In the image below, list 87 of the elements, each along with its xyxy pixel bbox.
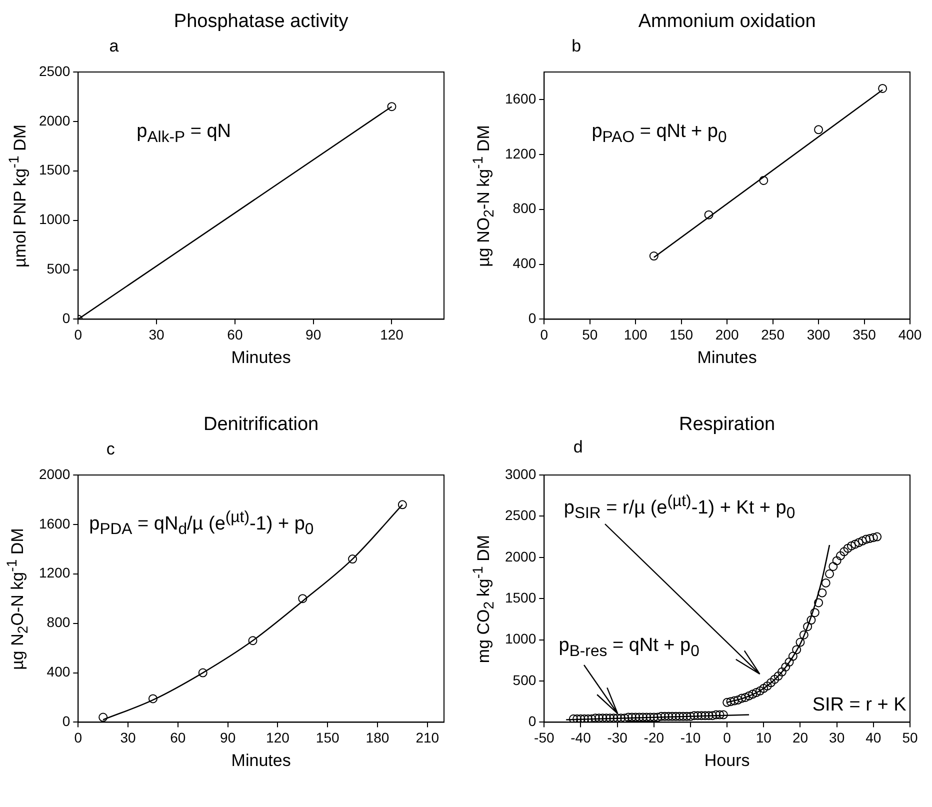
x-tick-label: 300 (806, 326, 830, 342)
point (704, 210, 714, 220)
point (814, 125, 824, 134)
y-tick-label: 1200 (38, 564, 70, 581)
y-tick-label: 1600 (38, 515, 70, 532)
x-tick-label: 200 (715, 326, 739, 342)
chart-title: Ammonium oxidation (638, 11, 816, 32)
x-tick-label: 180 (366, 729, 390, 746)
annotation: SIR = r + K (812, 694, 906, 716)
text: a (109, 36, 119, 56)
x-tick-label: 0 (723, 729, 732, 746)
point (148, 694, 158, 704)
x-tick-label: 50 (582, 326, 598, 342)
x-tick-label: 250 (761, 326, 785, 342)
x-tick-label: 400 (898, 326, 922, 342)
x-tick-label: 10 (756, 729, 772, 746)
y-tick-label: 400 (512, 255, 536, 272)
x-tick-label: 0 (74, 729, 82, 746)
point (298, 594, 308, 604)
x-tick-label: 30 (120, 729, 136, 746)
text: d (573, 437, 583, 456)
x-tick-label: 50 (902, 729, 918, 746)
chart-title: Respiration (679, 414, 776, 435)
chart-title: Phosphatase activity (174, 11, 348, 32)
y-tick-label: 500 (46, 260, 70, 277)
x-tick-label: 150 (316, 729, 340, 746)
point (759, 176, 768, 185)
annotation: p$_{SIR}$ = r/µ (e$^{(µt)}$-1) + Kt + p$_{0}$ (564, 493, 796, 523)
x-tick-label: 30 (148, 326, 165, 342)
x-tick-label: -10 (680, 729, 701, 746)
y-tick-label: 1200 (504, 145, 536, 162)
point (878, 84, 888, 93)
x-tick-label: 90 (220, 729, 236, 746)
x-tick-label: 40 (866, 729, 882, 746)
x-tick-label: 210 (416, 729, 440, 746)
y-tick-label: 0 (62, 713, 70, 730)
annotation: p$_{PAO}$ = qNt + p$_{0}$ (592, 120, 727, 146)
text: c (106, 439, 115, 458)
y-tick-label: 500 (512, 672, 536, 688)
y-tick-label: 2000 (38, 466, 70, 482)
y-tick-label: 2000 (38, 112, 70, 128)
annotation: p$_{B-res}$ = qNt + p$_{0}$ (558, 635, 700, 660)
y-tick-label: 400 (46, 664, 70, 680)
x-axis-title: Hours (704, 751, 750, 770)
x-axis-title: Minutes (231, 348, 291, 368)
x-tick-label: 100 (624, 326, 648, 342)
x-tick-label: 60 (227, 326, 243, 342)
y-tick-label: 3000 (504, 466, 536, 482)
point (398, 500, 407, 510)
y-tick-label: 0 (528, 310, 536, 326)
point (198, 668, 208, 678)
y-tick-label: 1000 (38, 211, 70, 228)
y-tick-label: 2000 (504, 548, 536, 564)
x-tick-label: 0 (74, 326, 82, 342)
x-axis-title: Minutes (231, 751, 291, 770)
y-tick-label: 2500 (504, 507, 536, 524)
point (248, 636, 258, 646)
point (98, 712, 108, 722)
x-tick-label: 90 (306, 326, 322, 342)
x-tick-label: 20 (792, 729, 808, 746)
annotation: p$_{Alk-P}$ = qN (136, 120, 232, 146)
text: b (572, 36, 582, 56)
x-tick-label: 60 (170, 729, 186, 746)
x-tick-label: -20 (644, 729, 664, 746)
x-tick-label: 30 (829, 729, 845, 746)
chart-title: Denitrification (204, 414, 319, 435)
x-tick-label: 0 (540, 326, 548, 342)
y-tick-label: 2500 (38, 62, 70, 79)
x-tick-label: 350 (852, 326, 876, 342)
x-tick-label: -30 (607, 729, 628, 746)
y-tick-label: 0 (528, 713, 536, 730)
y-tick-label: 1000 (504, 630, 536, 647)
y-tick-label: 800 (46, 614, 70, 630)
x-axis-title: Minutes (697, 348, 757, 368)
x-tick-label: -40 (570, 729, 592, 746)
point (649, 252, 658, 261)
y-tick-label: 0 (62, 310, 70, 326)
x-tick-label: 120 (266, 729, 290, 746)
point (348, 554, 358, 564)
x-tick-label: -50 (534, 729, 554, 746)
y-tick-label: 1600 (504, 90, 536, 106)
y-tick-label: 800 (512, 200, 536, 216)
x-tick-label: 120 (380, 326, 404, 342)
y-tick-label: 1500 (504, 589, 536, 606)
y-tick-label: 1500 (38, 162, 70, 178)
x-tick-label: 150 (670, 326, 694, 342)
annotation: p$_{PDA}$ = qN$_{d}$/µ (e$^{(µt)}$-1) + p$_{0}$ (89, 509, 314, 539)
